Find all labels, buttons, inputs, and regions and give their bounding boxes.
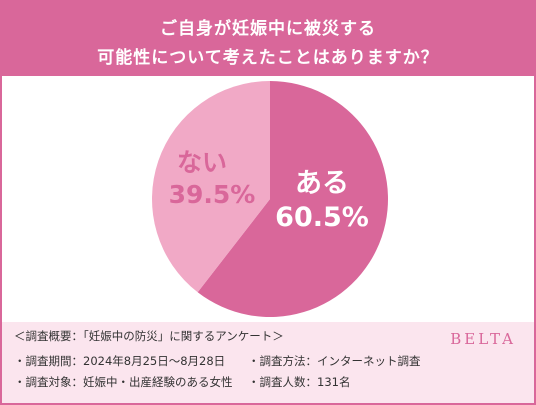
pie-chart: ある 60.5% ない 39.5% — [152, 81, 389, 317]
survey-overview: ＜調査概要：「妊娠中の防災」に関するアンケート＞ — [14, 329, 284, 343]
survey-method: ・調査方法：インターネット調査 — [248, 354, 421, 368]
slice-value-aru: 60.5% — [275, 202, 369, 233]
pie-slice-nai — [152, 81, 270, 293]
title-banner: ご自身が妊娠中に被災する 可能性について考えたことはありますか？ — [2, 2, 534, 76]
slice-label-aru: ある — [295, 168, 349, 199]
survey-info: ＜調査概要：「妊娠中の防災」に関するアンケート＞ BELTA ・調査期間：202… — [2, 322, 534, 403]
brand-logo: BELTA — [450, 330, 516, 348]
pie-slice-aru — [197, 81, 389, 317]
slice-value-nai: 39.5% — [169, 180, 256, 209]
title-line-2: 可能性について考えたことはありますか？ — [97, 48, 439, 68]
survey-target: ・調査対象：妊娠中・出産経験のある女性 — [14, 375, 233, 389]
survey-count: ・調査人数：131名 — [248, 375, 351, 389]
title-line-1: ご自身が妊娠中に被災する — [160, 19, 376, 39]
survey-period: ・調査期間：2024年8月25日〜8月28日 — [14, 354, 226, 368]
slice-label-nai: ない — [177, 148, 227, 177]
